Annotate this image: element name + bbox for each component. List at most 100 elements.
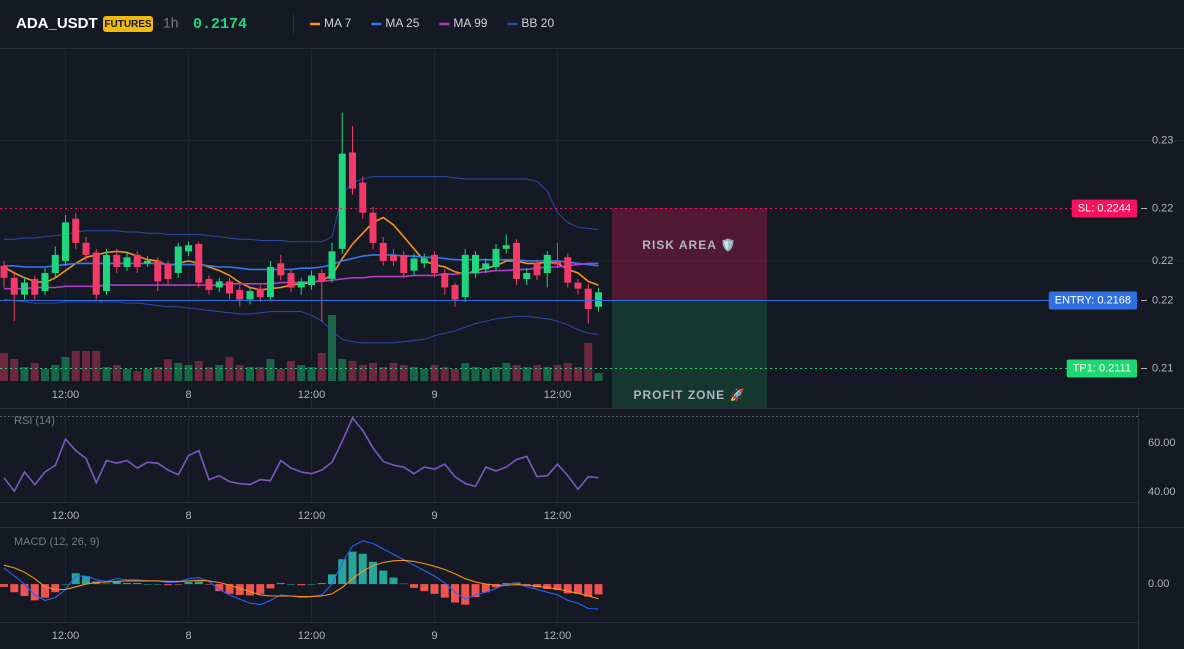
macd-histogram-bar	[41, 584, 49, 598]
x-tick-label: 8	[185, 510, 191, 522]
macd-histogram-bar	[82, 576, 90, 585]
pane-title: RSI (14)	[14, 415, 55, 427]
macd-histogram-bar	[174, 584, 183, 585]
rsi-line	[3, 416, 599, 493]
volume-bar	[358, 365, 367, 381]
candle-body	[554, 260, 561, 265]
volume-bar	[410, 367, 418, 381]
volume-bar	[256, 367, 265, 381]
macd-histogram-bar	[317, 583, 326, 585]
x-tick-label: 8	[185, 389, 191, 401]
macd-histogram-bar	[205, 584, 213, 585]
candle-body	[215, 281, 223, 288]
macd-histogram-bar	[102, 583, 111, 585]
macd-histogram-bar	[358, 553, 367, 585]
volume-bar	[399, 365, 408, 381]
volume-bar	[317, 353, 326, 381]
volume-bar	[379, 367, 388, 381]
macd-histogram-bar	[481, 584, 490, 593]
volume-bar	[574, 367, 582, 381]
candle-body	[113, 254, 121, 267]
candle-body	[236, 289, 244, 300]
volume-bar	[71, 351, 80, 381]
macd-histogram-bar	[61, 584, 70, 585]
level-tag	[1066, 359, 1137, 378]
pane-title: MACD (12, 26, 9)	[14, 536, 100, 548]
volume-bar	[215, 365, 224, 381]
volume-bar	[307, 367, 316, 381]
volume-bar	[0, 353, 8, 381]
macd-histogram-bar	[123, 583, 131, 585]
macd-histogram-bar	[164, 584, 172, 586]
macd-histogram-bar	[20, 584, 29, 597]
candle-body	[328, 251, 336, 280]
macd-histogram-bar	[543, 584, 552, 589]
candle-body	[584, 288, 592, 310]
candle-body	[420, 258, 428, 264]
volume-bar	[471, 367, 480, 381]
legend-label[interactable]: MA 7	[324, 16, 352, 30]
y-tick-label: 0.00	[1148, 578, 1169, 590]
interval[interactable]: 1h	[163, 15, 179, 31]
volume-bar	[553, 365, 562, 381]
candle-body	[482, 263, 490, 270]
candle-body	[51, 254, 59, 273]
macd-histogram-bar	[307, 584, 316, 585]
volume-bar	[287, 361, 295, 381]
candle-body	[513, 242, 520, 280]
candle-body	[451, 285, 459, 300]
symbol[interactable]: ADA_USDT	[16, 15, 98, 32]
legend-label[interactable]: MA 99	[453, 16, 487, 30]
legend-label[interactable]: MA 25	[385, 16, 419, 30]
candle-body	[523, 272, 531, 280]
macd-line	[3, 540, 599, 610]
volume-bar	[205, 367, 213, 381]
candle-body	[492, 248, 500, 267]
volume-bar	[297, 365, 306, 381]
volume-bar	[30, 363, 39, 381]
candle-body	[543, 254, 551, 273]
macd-histogram-bar	[276, 583, 285, 585]
level-tag	[1048, 291, 1137, 310]
candle-body	[595, 292, 602, 307]
candle-body	[72, 218, 80, 243]
macd-histogram-bar	[553, 584, 562, 591]
macd-histogram-bar	[287, 584, 295, 585]
candle-body	[226, 281, 233, 294]
volume-bar	[481, 369, 490, 381]
candle-body	[267, 266, 274, 298]
macd-histogram-bar	[133, 583, 142, 585]
level-axis-label: 0.21	[1152, 362, 1173, 374]
legend-label[interactable]: BB 20	[521, 16, 554, 30]
volume-bar	[440, 367, 449, 381]
volume-bar	[82, 351, 90, 381]
volume-bar	[512, 365, 521, 381]
macd-histogram-bar	[410, 584, 418, 588]
x-tick-label: 12:00	[52, 630, 80, 642]
candle-body	[0, 265, 8, 278]
x-tick-label: 9	[431, 389, 437, 401]
volume-bar	[266, 359, 275, 381]
candle-body	[185, 245, 192, 252]
candle-body	[379, 242, 387, 261]
macd-histogram-bar	[399, 583, 408, 585]
candle-body	[400, 254, 408, 273]
candle-body	[441, 272, 449, 288]
macd-histogram-bar	[389, 577, 398, 585]
volume-bar	[348, 361, 357, 381]
candle-body	[287, 272, 295, 288]
macd-histogram-bar	[112, 581, 121, 585]
candle-body	[205, 279, 213, 290]
candle-body	[338, 153, 346, 249]
candle-body	[103, 254, 110, 292]
candle-body	[92, 252, 100, 295]
volume-bar	[225, 357, 234, 381]
macd-histogram-bar	[451, 584, 459, 603]
volume-bar	[184, 365, 193, 381]
volume-bar	[461, 363, 470, 381]
candle-body	[123, 257, 131, 267]
volume-bar	[246, 367, 254, 381]
y-tick-label: 0.22	[1152, 255, 1173, 267]
level-tag-label: SL: 0.2244	[1078, 202, 1131, 214]
